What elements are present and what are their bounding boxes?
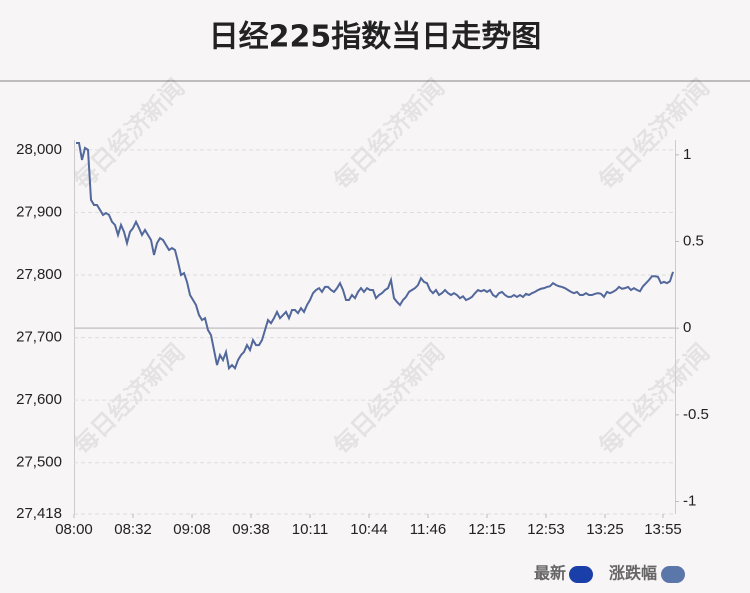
y2-tick-label: 0: [683, 319, 691, 336]
chart-title: 日经225指数当日走势图: [209, 20, 542, 55]
x-tick-label: 13:55: [644, 521, 682, 538]
x-tick-label: 12:15: [468, 521, 506, 538]
watermark: 每日经济新闻: [68, 338, 190, 460]
y-tick-label: 27,600: [16, 391, 62, 408]
legend-label: 涨跌幅: [609, 564, 657, 583]
x-tick-label: 08:32: [114, 521, 152, 538]
x-tick-label: 11:46: [410, 521, 446, 538]
y-tick-label: 28,000: [16, 141, 62, 158]
y-tick-label: 27,418: [16, 505, 62, 522]
x-tick-label: 09:38: [232, 521, 270, 538]
watermark: 每日经济新闻: [593, 338, 715, 460]
watermark: 每日经济新闻: [68, 73, 190, 195]
x-tick-label: 10:44: [350, 521, 388, 538]
y2-tick-label: -0.5: [683, 406, 709, 423]
x-tick-label: 13:25: [586, 521, 624, 538]
x-tick-label: 10:11: [292, 521, 328, 538]
x-tick-label: 08:00: [55, 521, 93, 538]
y2-tick-label: 1: [683, 146, 691, 163]
x-tick-label: 09:08: [173, 521, 211, 538]
y-tick-label: 27,900: [16, 203, 62, 220]
x-tick-label: 12:53: [527, 521, 565, 538]
legend-label: 最新: [534, 564, 566, 583]
legend-swatch: [661, 566, 685, 583]
y-tick-label: 27,700: [16, 329, 62, 346]
y-tick-label: 27,800: [16, 266, 62, 283]
watermark: 每日经济新闻: [328, 73, 450, 195]
price-line: [76, 142, 674, 371]
y2-tick-label: 0.5: [683, 232, 704, 249]
y-tick-label: 27,500: [16, 454, 62, 471]
legend-swatch: [569, 566, 593, 583]
watermark: 每日经济新闻: [328, 338, 450, 460]
watermark: 每日经济新闻: [593, 73, 715, 195]
y2-tick-label: -1: [683, 492, 696, 509]
